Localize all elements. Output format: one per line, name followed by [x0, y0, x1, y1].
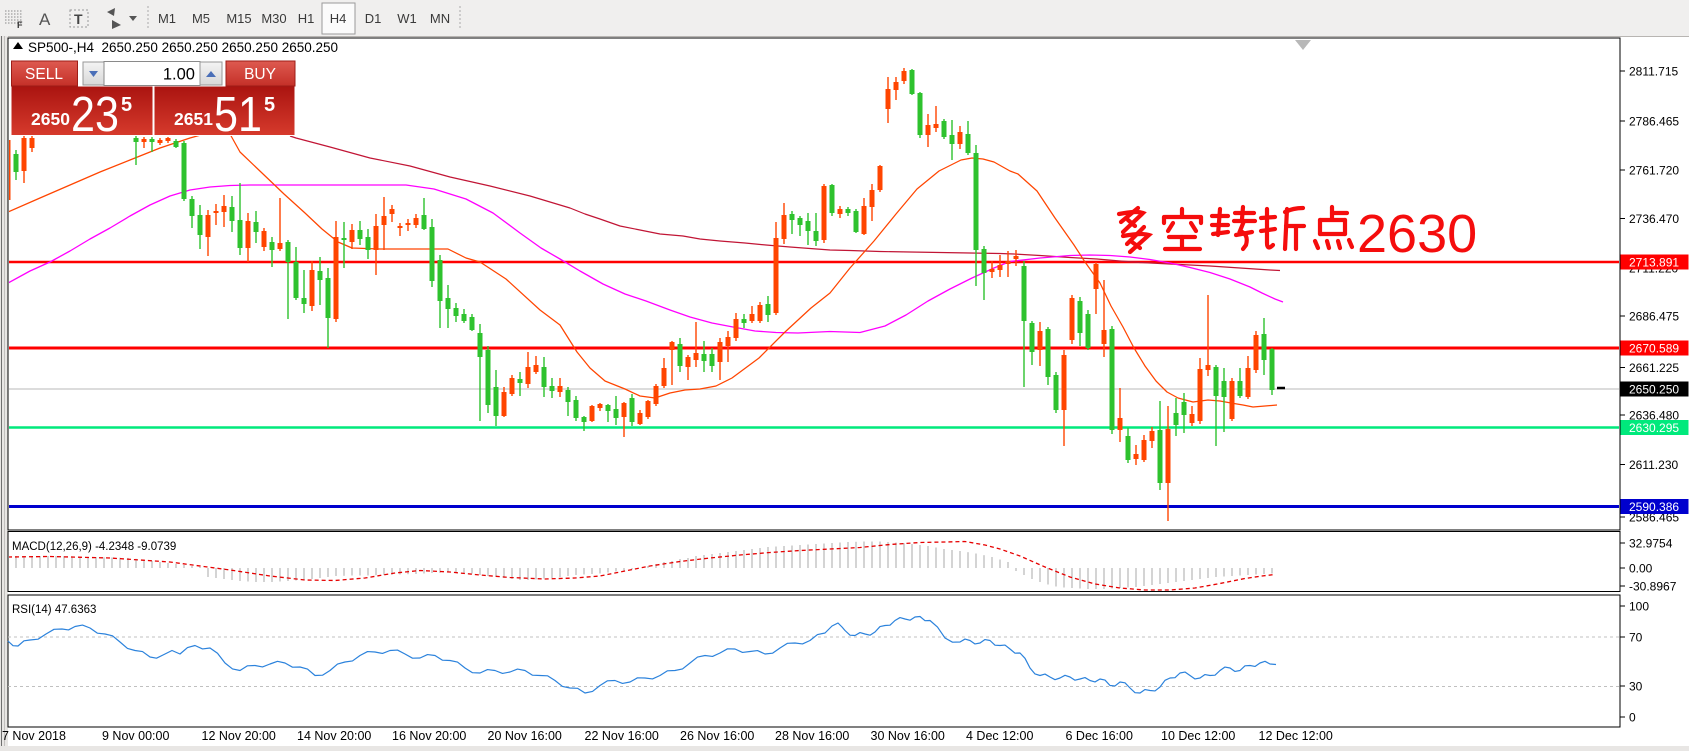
- svg-text:2630.295: 2630.295: [1629, 421, 1679, 435]
- svg-text:SP500-,H4 2650.250 2650.250 2: SP500-,H4 2650.250 2650.250 2650.250 265…: [28, 40, 338, 55]
- svg-text:H4: H4: [330, 11, 347, 26]
- svg-text:0.00: 0.00: [1629, 562, 1653, 576]
- svg-text:5: 5: [264, 94, 275, 116]
- svg-text:M30: M30: [261, 11, 286, 26]
- svg-text:4 Dec 12:00: 4 Dec 12:00: [966, 729, 1033, 743]
- svg-text:2611.230: 2611.230: [1629, 458, 1678, 472]
- svg-text:T: T: [74, 11, 83, 27]
- svg-text:23: 23: [71, 86, 119, 141]
- svg-text:14 Nov 20:00: 14 Nov 20:00: [297, 729, 371, 743]
- svg-text:22 Nov 16:00: 22 Nov 16:00: [585, 729, 659, 743]
- svg-text:2761.720: 2761.720: [1629, 164, 1679, 178]
- svg-text:2661.225: 2661.225: [1629, 361, 1679, 375]
- svg-text:RSI(14) 47.6363: RSI(14) 47.6363: [12, 604, 96, 616]
- svg-text:M5: M5: [192, 11, 210, 26]
- svg-text:28 Nov 16:00: 28 Nov 16:00: [775, 729, 849, 743]
- svg-text:2650.250: 2650.250: [1629, 383, 1679, 397]
- svg-text:26 Nov 16:00: 26 Nov 16:00: [680, 729, 754, 743]
- svg-text:100: 100: [1629, 600, 1649, 614]
- svg-text:0: 0: [1629, 711, 1636, 725]
- svg-text:5: 5: [121, 94, 132, 116]
- svg-text:2786.465: 2786.465: [1629, 115, 1679, 129]
- svg-text:2630: 2630: [1357, 204, 1477, 264]
- svg-text:2590.386: 2590.386: [1629, 500, 1679, 514]
- svg-text:30 Nov 16:00: 30 Nov 16:00: [871, 729, 945, 743]
- svg-text:2670.589: 2670.589: [1629, 342, 1679, 356]
- svg-text:-30.8967: -30.8967: [1629, 580, 1677, 594]
- svg-text:MACD(12,26,9) -4.2348 -9.0739: MACD(12,26,9) -4.2348 -9.0739: [12, 541, 176, 553]
- svg-text:1.00: 1.00: [163, 66, 195, 84]
- svg-text:2650: 2650: [31, 109, 70, 129]
- svg-text:W1: W1: [397, 11, 417, 26]
- svg-text:7 Nov 2018: 7 Nov 2018: [2, 729, 66, 743]
- svg-text:10 Dec 12:00: 10 Dec 12:00: [1161, 729, 1235, 743]
- svg-text:2686.475: 2686.475: [1629, 310, 1679, 324]
- svg-text:A: A: [39, 10, 51, 29]
- svg-text:32.9754: 32.9754: [1629, 537, 1673, 551]
- svg-text:2636.480: 2636.480: [1629, 409, 1679, 423]
- svg-text:SELL: SELL: [25, 66, 63, 83]
- svg-text:12 Nov 20:00: 12 Nov 20:00: [202, 729, 276, 743]
- svg-text:2811.715: 2811.715: [1629, 65, 1678, 79]
- svg-text:70: 70: [1629, 631, 1643, 645]
- svg-text:16 Nov 20:00: 16 Nov 20:00: [392, 729, 466, 743]
- svg-text:2713.891: 2713.891: [1629, 256, 1679, 270]
- svg-text:M1: M1: [158, 11, 176, 26]
- svg-text:51: 51: [214, 86, 262, 141]
- svg-text:9 Nov 00:00: 9 Nov 00:00: [102, 729, 169, 743]
- svg-text:30: 30: [1629, 680, 1643, 694]
- svg-text:F: F: [17, 20, 23, 30]
- svg-text:2651: 2651: [174, 109, 213, 129]
- svg-text:BUY: BUY: [244, 66, 276, 83]
- svg-text:MN: MN: [430, 11, 450, 26]
- svg-text:12 Dec 12:00: 12 Dec 12:00: [1259, 729, 1333, 743]
- svg-text:20 Nov 16:00: 20 Nov 16:00: [488, 729, 562, 743]
- svg-text:6 Dec 16:00: 6 Dec 16:00: [1066, 729, 1133, 743]
- svg-text:M15: M15: [226, 11, 251, 26]
- svg-text:H1: H1: [298, 11, 315, 26]
- svg-text:D1: D1: [365, 11, 382, 26]
- svg-text:2736.470: 2736.470: [1629, 212, 1679, 226]
